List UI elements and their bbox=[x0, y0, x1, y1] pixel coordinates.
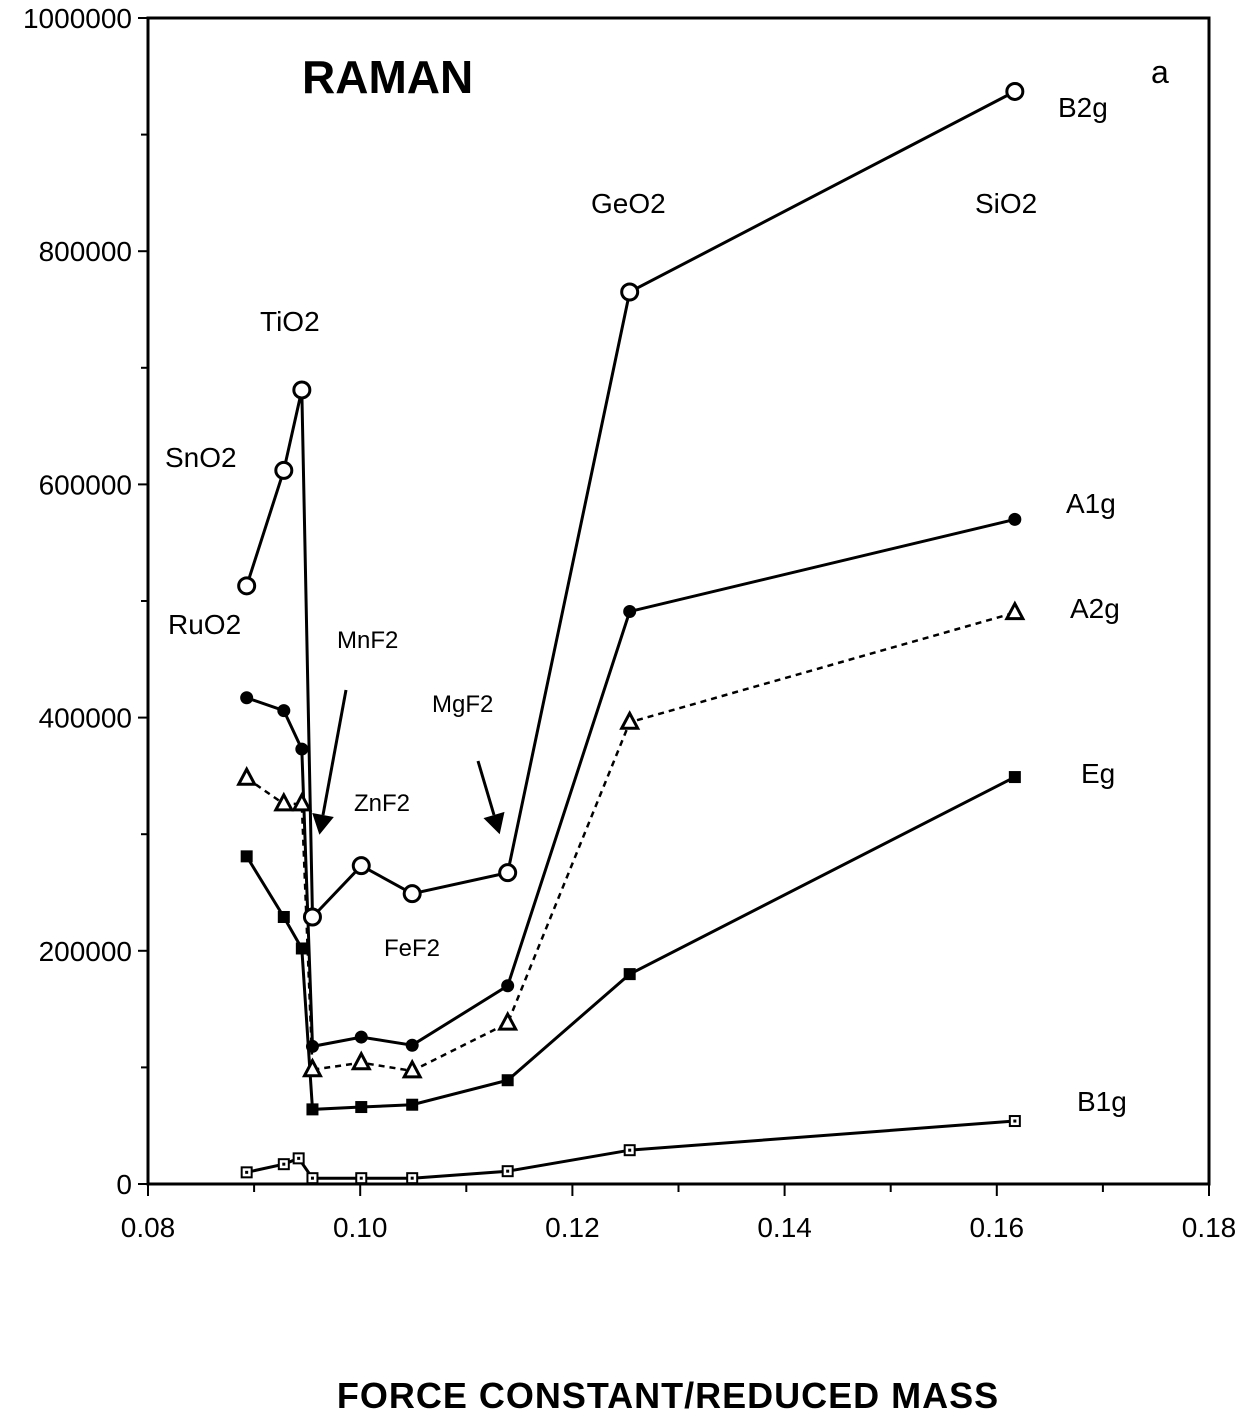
axis-ticks: 0.08 0.10 0.12 0.14 0.16 0.18 0 200000 400000 600… bbox=[23, 3, 1236, 1243]
data-point-a1g bbox=[305, 1039, 319, 1053]
data-point-eg bbox=[277, 910, 290, 923]
data-point-b2g bbox=[302, 907, 322, 927]
data-point-a2g bbox=[236, 766, 258, 786]
y-tick-label: 1000000 bbox=[23, 3, 132, 34]
data-point-b2g bbox=[237, 576, 257, 596]
data-point-b1g-center bbox=[282, 1162, 286, 1166]
data-point-eg bbox=[295, 942, 308, 955]
y-tick-label: 400000 bbox=[39, 703, 132, 734]
data-point-a1g bbox=[240, 691, 254, 705]
arrow-mgf2 bbox=[476, 760, 505, 835]
data-point-b2g bbox=[274, 460, 294, 480]
data-point-eg bbox=[355, 1101, 368, 1114]
data-point-b2g bbox=[1005, 81, 1025, 101]
text-labels: B2g A1g A2g Eg B1g RuO2 SnO2 TiO2 MnF2 ZnF2 FeF2 Mg… bbox=[165, 92, 1127, 1117]
x-tick-label: 0.18 bbox=[1182, 1212, 1237, 1243]
series-label-a2g: A2g bbox=[1070, 593, 1120, 624]
x-tick-label: 0.12 bbox=[545, 1212, 600, 1243]
y-tick-label: 0 bbox=[116, 1169, 132, 1200]
series-label-a1g: A1g bbox=[1066, 488, 1116, 519]
y-tick-label: 600000 bbox=[39, 469, 132, 500]
data-point-a2g bbox=[497, 1010, 519, 1031]
data-point-a1g bbox=[405, 1038, 419, 1052]
data-point-a1g bbox=[1008, 512, 1022, 526]
series-label-eg: Eg bbox=[1081, 758, 1115, 789]
data-point-eg bbox=[406, 1098, 419, 1111]
compound-label-mgf2: MgF2 bbox=[432, 691, 493, 718]
compound-label-sno2: SnO2 bbox=[165, 442, 237, 473]
data-point-eg bbox=[240, 850, 253, 863]
x-axis-label: FORCE CONSTANT/REDUCED MASS bbox=[337, 1375, 999, 1416]
data-point-a1g bbox=[295, 742, 309, 756]
data-point-b1g-center bbox=[310, 1176, 314, 1180]
data-point-a2g bbox=[291, 791, 313, 812]
compound-label-ruo2: RuO2 bbox=[168, 609, 241, 640]
compound-label-sio2: SiO2 bbox=[975, 188, 1037, 219]
data-point-eg bbox=[623, 968, 636, 981]
compound-label-tio2: TiO2 bbox=[260, 306, 320, 337]
compound-label-geo2: GeO2 bbox=[591, 188, 666, 219]
data-point-a2g bbox=[273, 791, 295, 812]
compound-label-mnf2: MnF2 bbox=[337, 627, 398, 654]
data-point-a1g bbox=[354, 1030, 368, 1044]
data-point-b1g-center bbox=[1013, 1119, 1017, 1123]
data-point-b1g-center bbox=[410, 1176, 414, 1180]
x-tick-label: 0.08 bbox=[121, 1212, 176, 1243]
data-point-b2g bbox=[498, 863, 518, 883]
data-point-b2g bbox=[620, 282, 640, 302]
x-tick-label: 0.14 bbox=[757, 1212, 812, 1243]
data-point-b2g bbox=[402, 884, 422, 904]
series-markers bbox=[236, 81, 1026, 1185]
data-point-b1g-center bbox=[506, 1169, 510, 1173]
chart-title: RAMAN bbox=[302, 51, 473, 103]
y-tick-label: 800000 bbox=[39, 236, 132, 267]
data-point-a2g bbox=[350, 1050, 372, 1071]
panel-label: a bbox=[1151, 54, 1169, 90]
arrow-mnf2 bbox=[312, 689, 348, 835]
series-label-b1g: B1g bbox=[1077, 1086, 1127, 1117]
data-point-b1g-center bbox=[359, 1176, 363, 1180]
data-point-eg bbox=[1008, 771, 1021, 784]
data-point-b1g-center bbox=[628, 1148, 632, 1152]
compound-label-znf2: ZnF2 bbox=[354, 790, 410, 817]
x-tick-label: 0.10 bbox=[333, 1212, 388, 1243]
x-tick-label: 0.16 bbox=[970, 1212, 1025, 1243]
data-point-eg bbox=[501, 1074, 514, 1087]
data-point-a1g bbox=[501, 979, 515, 993]
data-point-a1g bbox=[623, 604, 637, 618]
series-line-a2g bbox=[245, 611, 1016, 1073]
y-tick-label: 200000 bbox=[39, 936, 132, 967]
data-point-a1g bbox=[277, 704, 291, 718]
data-point-b2g bbox=[292, 380, 312, 400]
series-line-a1g bbox=[246, 517, 1016, 1049]
data-point-a2g bbox=[401, 1058, 423, 1079]
data-point-a2g bbox=[1004, 600, 1026, 621]
data-point-a2g bbox=[301, 1057, 323, 1078]
series-label-b2g: B2g bbox=[1058, 92, 1108, 123]
data-point-b2g bbox=[351, 856, 371, 876]
data-point-a2g bbox=[619, 710, 641, 730]
data-point-eg bbox=[306, 1103, 319, 1116]
data-point-b1g-center bbox=[297, 1156, 301, 1160]
data-point-b1g-center bbox=[245, 1170, 249, 1174]
compound-label-fef2: FeF2 bbox=[384, 935, 440, 962]
